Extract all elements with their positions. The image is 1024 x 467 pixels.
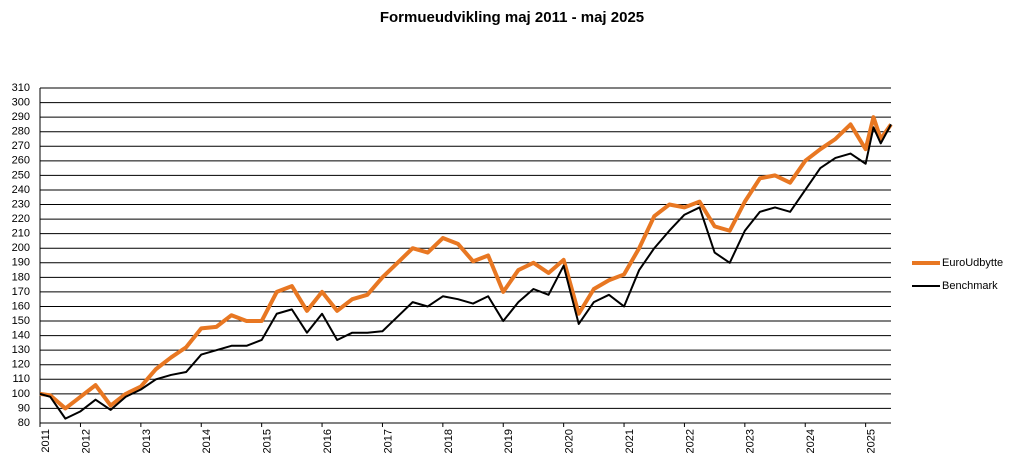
x-tick-label: 2012 — [80, 429, 92, 453]
y-tick-label: 170 — [12, 286, 30, 298]
y-tick-label: 220 — [12, 213, 30, 225]
y-tick-label: 90 — [18, 402, 30, 414]
y-tick-label: 180 — [12, 271, 30, 283]
y-tick-label: 140 — [12, 330, 30, 342]
x-tick-label: 2013 — [141, 429, 153, 453]
y-tick-label: 150 — [12, 315, 30, 327]
y-tick-label: 120 — [12, 359, 30, 371]
y-tick-label: 200 — [12, 242, 30, 254]
y-tick-label: 80 — [18, 417, 30, 429]
y-tick-label: 210 — [12, 228, 30, 240]
y-tick-label: 160 — [12, 300, 30, 312]
x-tick-label: 2016 — [322, 429, 334, 453]
y-tick-label: 290 — [12, 111, 30, 123]
x-tick-label: 2019 — [503, 429, 515, 453]
x-tick-label: 2021 — [624, 429, 636, 453]
legend-label: EuroUdbytte — [942, 257, 1003, 269]
y-tick-label: 270 — [12, 140, 30, 152]
legend-label: Benchmark — [942, 280, 998, 292]
x-tick-label: 2017 — [382, 429, 394, 453]
y-tick-label: 250 — [12, 169, 30, 181]
x-tick-label: 2023 — [745, 429, 757, 453]
y-tick-label: 110 — [12, 373, 30, 385]
y-tick-label: 260 — [12, 155, 30, 167]
y-tick-label: 240 — [12, 184, 30, 196]
series-line — [39, 115, 893, 411]
series-line — [39, 123, 892, 420]
y-tick-label: 300 — [12, 96, 30, 108]
x-tick-label: 2025 — [866, 429, 878, 453]
x-tick-label: 2014 — [201, 429, 213, 453]
y-tick-label: 280 — [12, 126, 30, 138]
x-tick-label: 2011 — [40, 429, 52, 453]
chart-title: Formueudvikling maj 2011 - maj 2025 — [380, 9, 644, 26]
x-tick-label: 2015 — [262, 429, 274, 453]
x-tick-label: 2018 — [443, 429, 455, 453]
x-tick-label: 2024 — [805, 429, 817, 453]
y-tick-label: 230 — [12, 198, 30, 210]
y-tick-label: 100 — [12, 388, 30, 400]
y-tick-label: 130 — [12, 344, 30, 356]
y-tick-label: 310 — [12, 82, 30, 94]
x-tick-label: 2020 — [564, 429, 576, 453]
x-tick-label: 2022 — [684, 429, 696, 453]
y-tick-label: 190 — [12, 257, 30, 269]
